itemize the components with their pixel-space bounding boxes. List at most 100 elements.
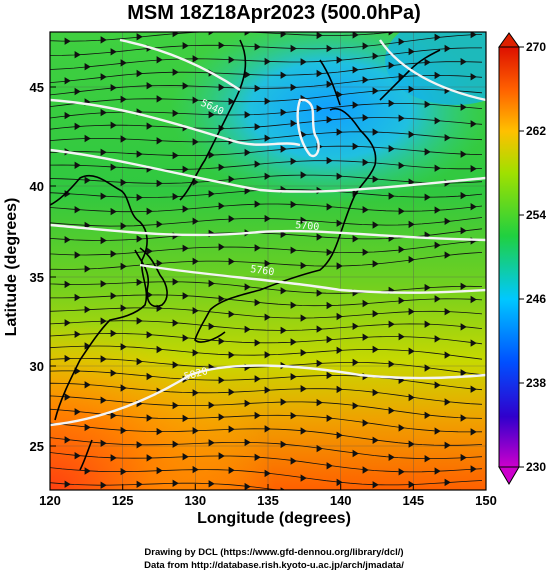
wind-arrowhead [244,399,251,408]
wind-arrowhead [290,157,297,166]
wind-arrowhead [326,371,333,380]
wind-arrowhead [84,221,91,230]
wind-arrowhead [228,351,235,359]
y-tick-label: 45 [30,80,44,95]
wind-arrowhead [192,426,199,435]
x-tick-label: 150 [475,493,497,508]
colorbar-tick-label: 262 [526,124,546,138]
wind-arrowhead [228,215,235,223]
wind-arrowhead [290,246,297,255]
wind-arrowhead [172,151,179,160]
wind-arrowhead [64,354,71,363]
wind-arrowhead [424,320,431,328]
wind-arrowhead [156,56,163,64]
wind-arrowhead [100,73,107,81]
wind-arrowhead [444,307,451,316]
colorbar-tick-label: 270 [526,40,546,54]
height-contours [50,38,486,427]
wind-arrowhead [218,452,225,460]
colorbar: 270 262 254 246 238 230 [498,32,546,485]
wind-arrowhead [84,342,91,350]
wind-arrowhead [460,323,467,331]
wind-arrowhead [300,171,307,179]
wind-arrowhead [362,419,369,427]
wind-arrowhead [398,207,405,215]
wind-arrowhead [254,244,261,252]
wind-arrowhead [156,137,163,145]
wind-arrowhead [336,56,343,64]
wind-arrowhead [100,280,107,288]
wind-arrowhead [352,142,359,151]
wind-arrowhead [254,453,261,462]
wind-arrowhead [208,32,215,36]
wind-arrowhead [408,85,415,94]
wind-arrowhead [100,481,107,489]
wind-arrowhead [192,217,199,225]
wind-arrowhead [264,134,271,142]
streamline [50,174,483,185]
wind-arrowhead [254,339,261,347]
wind-arrowhead [172,319,179,327]
wind-arrowhead [146,331,153,339]
wind-arrowhead [424,193,431,201]
wind-arrowhead [336,431,343,440]
wind-arrowhead [372,345,379,354]
wind-arrowhead [120,59,127,67]
wind-arrowhead [352,322,359,331]
wind-arrowhead [470,73,477,81]
wind-arrowhead [372,388,379,397]
wind-arrowhead [372,52,379,60]
wind-arrowhead [434,427,441,435]
wind-arrowhead [408,307,415,316]
wind-arrowhead [100,192,107,200]
wind-arrowhead [100,108,107,117]
wind-arrowhead [326,335,333,344]
wind-arrowhead [136,235,143,243]
wind-arrowhead [316,104,323,113]
wind-arrowhead [280,440,287,449]
wind-arrowhead [316,359,323,368]
wind-arrowhead [372,309,379,318]
credit-drawing: Drawing by DCL (https://www.gfd-dennou.o… [144,547,404,558]
wind-arrowhead [172,401,179,410]
wind-arrowhead [254,160,261,168]
wind-arrowhead [434,467,441,475]
x-tick-label: 130 [184,493,206,508]
y-tick-label: 30 [30,359,44,374]
wind-arrowhead [172,32,179,38]
streamline [50,437,483,459]
wind-arrowhead [146,414,153,422]
contour-label: 5760 [250,264,275,278]
x-tick-label: 145 [402,493,424,508]
streamline [50,102,483,119]
wind-arrowhead [228,257,235,266]
wind-arrowhead [64,393,71,401]
wind-arrowhead [444,251,451,259]
wind-arrowhead [156,179,163,188]
wind-arrowhead [100,317,107,325]
wind-arrowhead [120,467,127,476]
wind-arrowhead [352,235,359,243]
wind-arrowhead [228,175,235,183]
wind-arrowhead [353,495,358,501]
y-tick-label: 40 [30,179,44,194]
wind-arrowhead [64,436,71,444]
wind-arrowhead [84,62,91,71]
wind-arrowhead [120,343,127,351]
wind-arrowhead [362,299,369,308]
wind-arrowhead [470,428,477,436]
streamline [50,382,483,405]
wind-arrowhead [290,44,297,53]
wind-arrowhead [280,287,287,295]
wind-arrowhead [146,122,153,130]
wind-arrowhead [120,304,127,312]
wind-arrowhead [64,280,71,289]
wind-arrowhead [84,423,91,432]
wind-arrowhead [372,221,379,229]
wind-arrowhead [300,474,307,482]
wind-arrowhead [336,478,343,487]
wind-arrowhead [228,388,235,396]
wind-arrowhead [244,283,251,291]
wind-arrowhead [424,58,431,67]
wind-arrowhead [218,243,225,251]
